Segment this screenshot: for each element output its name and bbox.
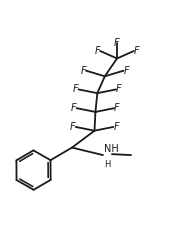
Text: F: F bbox=[71, 103, 77, 113]
Text: F: F bbox=[94, 46, 100, 56]
Text: F: F bbox=[124, 66, 129, 76]
Text: F: F bbox=[81, 66, 86, 76]
Text: NH: NH bbox=[104, 144, 119, 154]
Text: F: F bbox=[116, 84, 122, 94]
Text: F: F bbox=[134, 46, 139, 56]
Text: H: H bbox=[104, 160, 111, 169]
Text: F: F bbox=[114, 103, 120, 113]
Text: F: F bbox=[73, 84, 79, 94]
Text: F: F bbox=[114, 38, 120, 48]
Text: F: F bbox=[70, 122, 76, 132]
Text: F: F bbox=[113, 122, 119, 132]
